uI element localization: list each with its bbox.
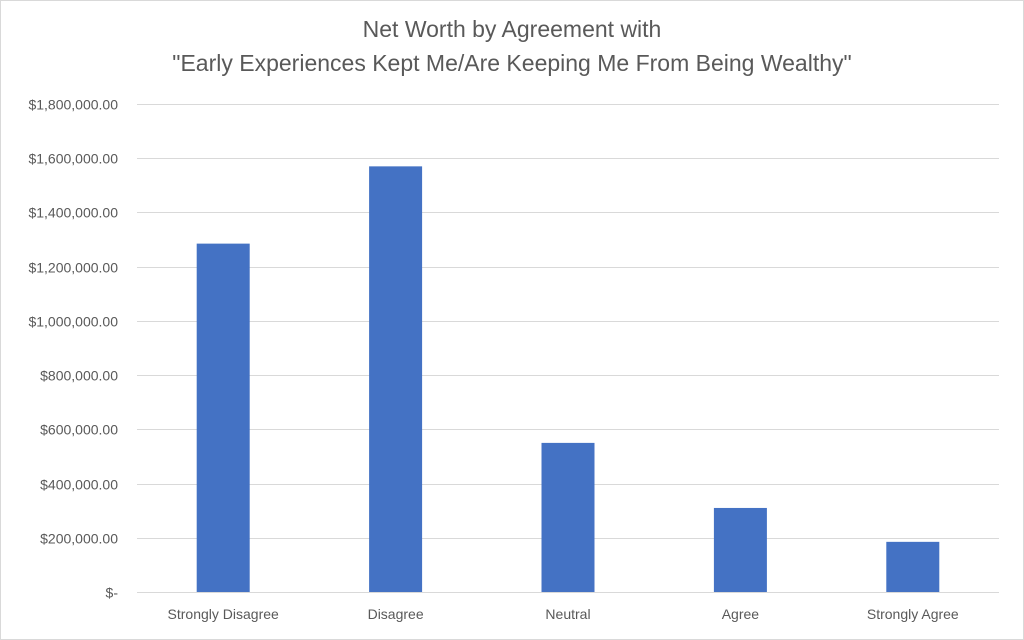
y-tick-label: $1,400,000.00: [28, 205, 118, 221]
bars: [196, 166, 940, 592]
y-tick-label: $-: [106, 585, 119, 601]
bar-neutral: [541, 442, 595, 592]
y-tick-label: $600,000.00: [40, 422, 118, 438]
chart-title-line-1: Net Worth by Agreement with: [362, 16, 662, 42]
x-tick-label: Strongly Agree: [867, 606, 959, 622]
y-tick-label: $1,600,000.00: [28, 151, 118, 167]
bar-disagree: [369, 166, 423, 592]
chart-title-line-2: "Early Experiences Kept Me/Are Keeping M…: [172, 50, 852, 76]
x-tick-label: Strongly Disagree: [168, 606, 279, 622]
bar-strongly-agree: [886, 541, 940, 592]
x-axis-tick-labels: Strongly Disagree Disagree Neutral Agree Str…: [168, 606, 959, 622]
y-axis-tick-labels: $- $200,000.00 $400,000.00 $600,000.00 $800,…: [28, 97, 118, 601]
bar-strongly-disagree: [196, 243, 250, 592]
x-tick-label: Disagree: [368, 606, 424, 622]
x-tick-label: Neutral: [545, 606, 590, 622]
bar-agree: [713, 507, 767, 592]
y-tick-label: $1,200,000.00: [28, 260, 118, 276]
y-tick-label: $400,000.00: [40, 477, 118, 493]
y-tick-label: $800,000.00: [40, 368, 118, 384]
y-tick-label: $1,000,000.00: [28, 314, 118, 330]
y-tick-label: $1,800,000.00: [28, 97, 118, 113]
y-tick-label: $200,000.00: [40, 531, 118, 547]
x-tick-label: Agree: [722, 606, 760, 622]
